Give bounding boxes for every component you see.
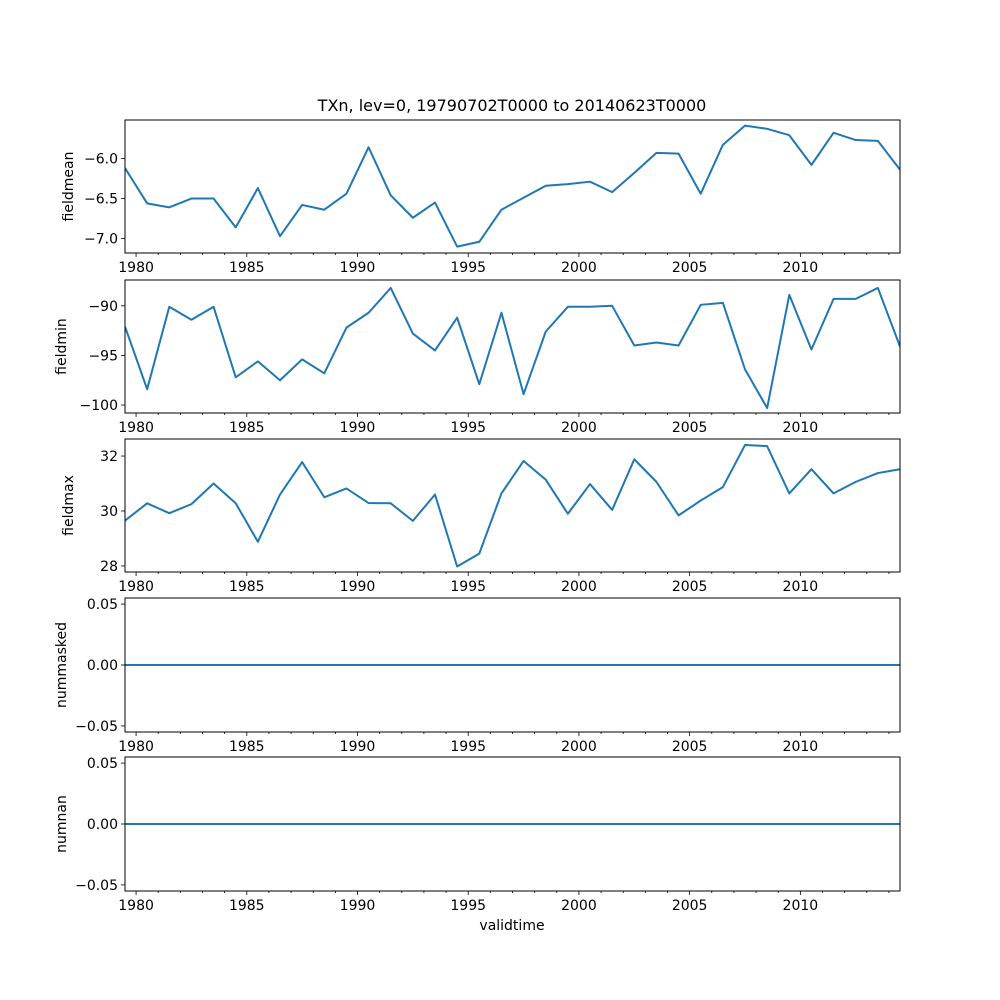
x-tick-label: 1980 — [118, 260, 154, 276]
x-tick-label: 2010 — [783, 420, 819, 436]
y-tick-label: 30 — [100, 504, 118, 520]
x-tick-label: 1995 — [450, 579, 486, 595]
panel-fieldmax: 1980 1985 1990 1995 2000 2005 2010 28 30 32 fieldm… — [61, 438, 901, 595]
panel-fieldmean: 1980 1985 1990 1995 2000 2005 2010 −7.0 −6.5 −6.0… — [61, 119, 901, 276]
series-line-fieldmax — [125, 444, 900, 568]
y-axis-label-fieldmax: fieldmax — [61, 475, 77, 536]
x-tick-label: 2000 — [561, 260, 597, 276]
x-tick-label: 1980 — [118, 898, 154, 914]
x-tick-label: 2000 — [561, 420, 597, 436]
x-tick-label: 1990 — [340, 579, 376, 595]
y-axis-label-nummasked: nummasked — [54, 622, 70, 708]
y-tick-label: −7.0 — [84, 232, 118, 248]
x-tick-label: 2010 — [783, 260, 819, 276]
x-tick-label: 2005 — [672, 898, 708, 914]
y-tick-label: −95 — [88, 348, 118, 364]
x-tick-label: 1990 — [340, 898, 376, 914]
y-tick-label: 0.05 — [87, 756, 118, 772]
y-axis-label-fieldmean: fieldmean — [61, 152, 77, 222]
x-tick-label: 2000 — [561, 579, 597, 595]
chart-title: TXn, lev=0, 19790702T0000 to 20140623T00… — [317, 96, 707, 115]
x-tick-label: 1985 — [229, 898, 265, 914]
x-tick-label: 2005 — [672, 420, 708, 436]
x-axis-label: validtime — [479, 918, 544, 934]
y-axis-label-numnan: numnan — [54, 795, 70, 853]
x-tick-label: 2000 — [561, 898, 597, 914]
x-tick-label: 2005 — [672, 739, 708, 755]
series-line-fieldmin — [125, 286, 900, 410]
x-tick-label: 1985 — [229, 260, 265, 276]
x-tick-label: 2010 — [783, 739, 819, 755]
y-tick-label: 0.05 — [87, 597, 118, 613]
x-tick-label: 1980 — [118, 579, 154, 595]
x-tick-label: 1990 — [340, 420, 376, 436]
y-axis-label-fieldmin: fieldmin — [54, 318, 70, 375]
x-tick-label: 2005 — [672, 579, 708, 595]
y-tick-label: 0.00 — [87, 658, 118, 674]
panel-fieldmin: 1980 1985 1990 1995 2000 2005 2010 −100 −95 −90 fi… — [54, 279, 901, 436]
x-tick-label: 1980 — [118, 739, 154, 755]
y-tick-label: −0.05 — [75, 719, 118, 735]
y-tick-label: −6.5 — [84, 192, 118, 208]
x-tick-label: 1995 — [450, 898, 486, 914]
x-tick-label: 1990 — [340, 739, 376, 755]
y-tick-label: −90 — [88, 299, 118, 315]
series-line-fieldmean — [125, 124, 900, 248]
x-tick-label: 1985 — [229, 579, 265, 595]
x-tick-label: 1990 — [340, 260, 376, 276]
x-tick-label: 1995 — [450, 260, 486, 276]
axes-frame-fieldmean — [124, 119, 901, 254]
axes-frame-fieldmax — [124, 438, 901, 573]
x-tick-label: 1985 — [229, 420, 265, 436]
y-tick-label: 28 — [100, 559, 118, 575]
y-tick-label: −100 — [80, 398, 118, 414]
x-tick-label: 1985 — [229, 739, 265, 755]
y-tick-label: −0.05 — [75, 878, 118, 894]
x-tick-label: 2005 — [672, 260, 708, 276]
x-tick-label: 2000 — [561, 739, 597, 755]
panel-nummasked: 1980 1985 1990 1995 2000 2005 2010 −0.05 0.00 0.0… — [54, 597, 901, 755]
x-tick-label: 1995 — [450, 739, 486, 755]
x-tick-label: 1995 — [450, 420, 486, 436]
x-tick-label: 2010 — [783, 579, 819, 595]
panel-numnan: 1980 1985 1990 1995 2000 2005 2010 −0.05 0.00 0.0… — [54, 756, 901, 914]
x-tick-label: 1980 — [118, 420, 154, 436]
y-tick-label: −6.0 — [84, 151, 118, 167]
x-tick-label: 2010 — [783, 898, 819, 914]
axes-frame-fieldmin — [124, 279, 901, 414]
y-tick-label: 0.00 — [87, 817, 118, 833]
y-tick-label: 32 — [100, 449, 118, 465]
